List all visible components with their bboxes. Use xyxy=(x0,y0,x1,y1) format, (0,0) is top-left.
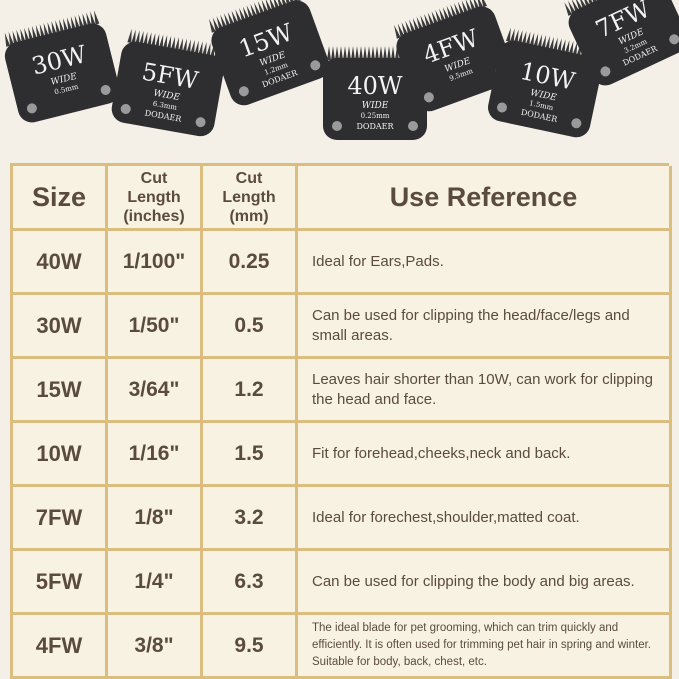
blade-teeth xyxy=(127,28,223,59)
size-cell: 7FW xyxy=(13,487,108,551)
size-cell: 30W xyxy=(13,295,108,359)
screw xyxy=(332,121,342,131)
blade-wide: WIDE xyxy=(153,89,181,104)
screw xyxy=(26,103,37,114)
use-cell: Can be used for clipping the head/face/l… xyxy=(298,295,672,359)
mm-cell: 0.25 xyxy=(203,231,298,295)
screw xyxy=(571,118,582,129)
blade-teeth xyxy=(393,0,488,39)
screw xyxy=(120,103,131,114)
blade-teeth xyxy=(4,10,100,47)
screw xyxy=(600,66,611,77)
size-cell: 10W xyxy=(13,423,108,487)
header-cell: Size xyxy=(13,166,108,231)
screw xyxy=(669,34,679,45)
screw xyxy=(195,117,206,128)
size-cell: 15W xyxy=(13,359,108,423)
blade-body xyxy=(4,23,120,123)
blade-size: 40W xyxy=(347,72,403,100)
use-cell: Fit for forehead,cheeks,neck and back. xyxy=(298,423,672,487)
blade-mm: 0.25mm xyxy=(361,112,390,120)
inches-cell: 1/4" xyxy=(108,551,203,615)
mm-cell: 9.5 xyxy=(203,615,298,679)
mm-cell: 1.2 xyxy=(203,359,298,423)
mm-cell: 1.5 xyxy=(203,423,298,487)
blade-body xyxy=(323,58,427,140)
blade-body xyxy=(568,0,679,86)
header-cell: Cut Length (mm) xyxy=(203,166,298,231)
header-cell: Use Reference xyxy=(298,166,672,231)
blade-body xyxy=(111,41,224,137)
inches-cell: 3/64" xyxy=(108,359,203,423)
blade-teeth xyxy=(564,0,656,16)
screw xyxy=(100,84,111,95)
inches-cell: 1/8" xyxy=(108,487,203,551)
mm-cell: 3.2 xyxy=(203,487,298,551)
inches-cell: 1/16" xyxy=(108,423,203,487)
mm-cell: 6.3 xyxy=(203,551,298,615)
mm-cell: 0.5 xyxy=(203,295,298,359)
size-cell: 5FW xyxy=(13,551,108,615)
inches-cell: 1/100" xyxy=(108,231,203,295)
reference-table: Size Cut Length (inches) Cut Length (mm) Us… xyxy=(10,163,672,679)
screw xyxy=(408,121,418,131)
screw xyxy=(238,86,249,97)
blade-teeth xyxy=(505,27,601,61)
header-cell: Cut Length (inches) xyxy=(108,166,203,231)
blade-body xyxy=(396,6,515,112)
blade-wide: WIDE xyxy=(362,101,389,111)
screw xyxy=(423,92,434,103)
inches-cell: 1/50" xyxy=(108,295,203,359)
use-cell: Can be used for clipping the body and bi… xyxy=(298,551,672,615)
use-cell: The ideal blade for pet grooming, which … xyxy=(298,615,672,679)
use-cell: Leaves hair shorter than 10W, can work f… xyxy=(298,359,672,423)
screw xyxy=(310,60,321,71)
blade-body xyxy=(488,40,602,138)
blade-body xyxy=(211,0,330,106)
blade-brand: DODAER xyxy=(356,122,394,131)
use-cell: Ideal for forechest,shoulder,matted coat… xyxy=(298,487,672,551)
use-cell: Ideal for Ears,Pads. xyxy=(298,231,672,295)
inches-cell: 3/8" xyxy=(108,615,203,679)
blade-teeth xyxy=(208,0,303,33)
size-cell: 40W xyxy=(13,231,108,295)
screw xyxy=(497,102,508,113)
size-cell: 4FW xyxy=(13,615,108,679)
